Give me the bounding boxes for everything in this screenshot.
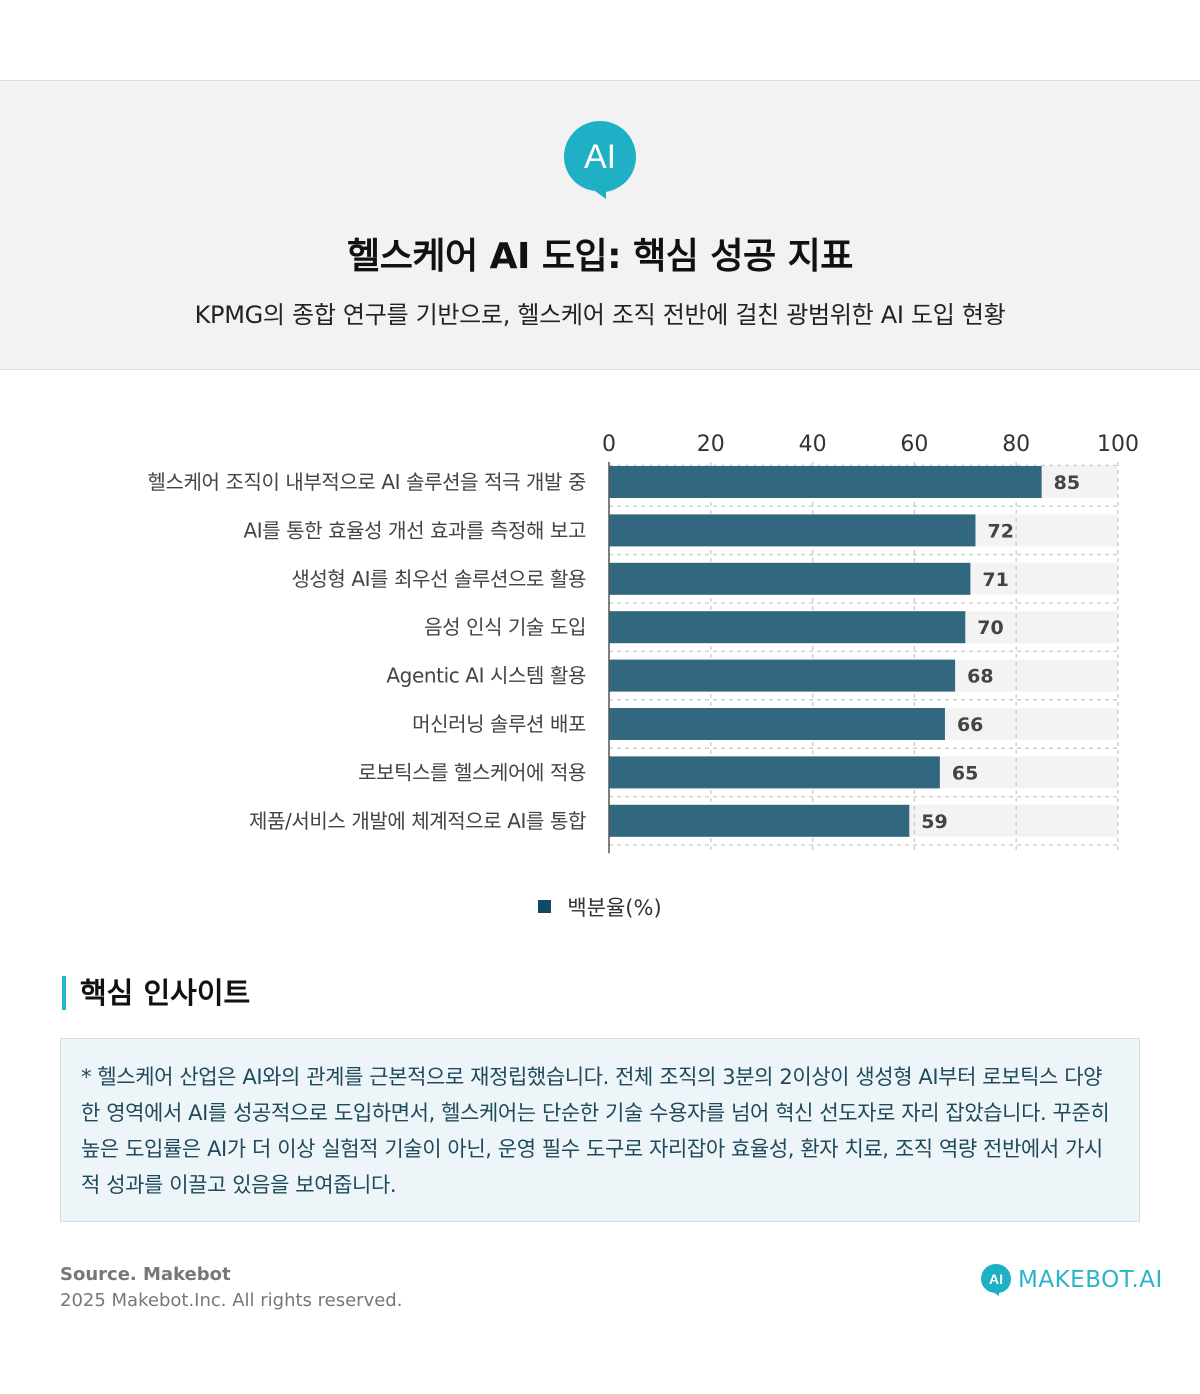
data-label: 59: [921, 811, 947, 833]
copyright-text: 2025 Makebot.Inc. All rights reserved.: [60, 1290, 403, 1311]
insights-body: * 헬스케어 산업은 AI와의 관계를 근본적으로 재정립했습니다. 전체 조직…: [81, 1065, 1110, 1197]
ai-chat-bubble-icon: AI: [564, 121, 636, 199]
data-label: 68: [967, 666, 993, 688]
bar: [609, 756, 940, 789]
makebot-logo-icon: AI: [981, 1264, 1011, 1296]
bar-chart: 0 20 40 60 80 100 85 헬스케어 조직이 내부적으로 AI 솔루션을 적극 …: [148, 432, 1139, 854]
x-tick-label: 60: [900, 432, 928, 457]
category-label: 음성 인식 기술 도입: [424, 615, 586, 639]
chart-legend: 백분율(%): [0, 892, 1200, 922]
bar: [609, 562, 971, 595]
bar: [609, 514, 976, 547]
x-tick-label: 20: [697, 432, 725, 457]
data-label: 85: [1054, 472, 1080, 494]
data-label: 65: [952, 762, 978, 784]
insights-box: * 헬스케어 산업은 AI와의 관계를 근본적으로 재정립했습니다. 전체 조직…: [60, 1038, 1140, 1222]
page-subtitle: KPMG의 종합 연구를 기반으로, 헬스케어 조직 전반에 걸친 광범위한 A…: [194, 301, 1006, 329]
brand-logo: AI MAKEBOT.AI: [980, 1262, 1163, 1298]
data-label: 71: [982, 569, 1008, 591]
svg-text:AI: AI: [989, 1271, 1003, 1287]
insights-heading: 핵심 인사이트: [62, 976, 250, 1010]
data-label: 70: [977, 617, 1003, 639]
x-tick-label: 80: [1002, 432, 1030, 457]
svg-text:AI: AI: [584, 138, 616, 176]
data-label: 66: [957, 714, 983, 736]
bar: [609, 708, 945, 740]
category-label: 제품/서비스 개발에 체계적으로 AI를 통합: [249, 809, 586, 833]
category-label: 로보틱스를 헬스케어에 적용: [358, 760, 586, 784]
category-label: 머신러닝 솔루션 배포: [412, 712, 586, 736]
bar: [609, 611, 966, 644]
legend-label: 백분율(%): [567, 896, 662, 920]
brand-name: MAKEBOT.AI: [1018, 1267, 1163, 1293]
category-label: Agentic AI 시스템 활용: [386, 664, 586, 688]
bar: [609, 804, 910, 837]
category-label: AI를 통한 효율성 개선 효과를 측정해 보고: [243, 518, 586, 542]
x-tick-label: 40: [799, 432, 827, 457]
data-label: 72: [987, 520, 1013, 542]
page-title: 헬스케어 AI 도입: 핵심 성공 지표: [347, 236, 853, 277]
bar: [609, 466, 1042, 498]
header-panel: AI 헬스케어 AI 도입: 핵심 성공 지표 KPMG의 종합 연구를 기반으…: [0, 80, 1200, 370]
bar: [609, 659, 956, 692]
category-label: 생성형 AI를 최우선 솔루션으로 활용: [291, 567, 586, 591]
x-tick-label: 0: [602, 432, 616, 457]
legend-swatch: [538, 900, 552, 913]
source-label: Source. Makebot: [60, 1264, 231, 1285]
category-label: 헬스케어 조직이 내부적으로 AI 솔루션을 적극 개발 중: [148, 470, 586, 494]
x-tick-label: 100: [1097, 432, 1139, 457]
